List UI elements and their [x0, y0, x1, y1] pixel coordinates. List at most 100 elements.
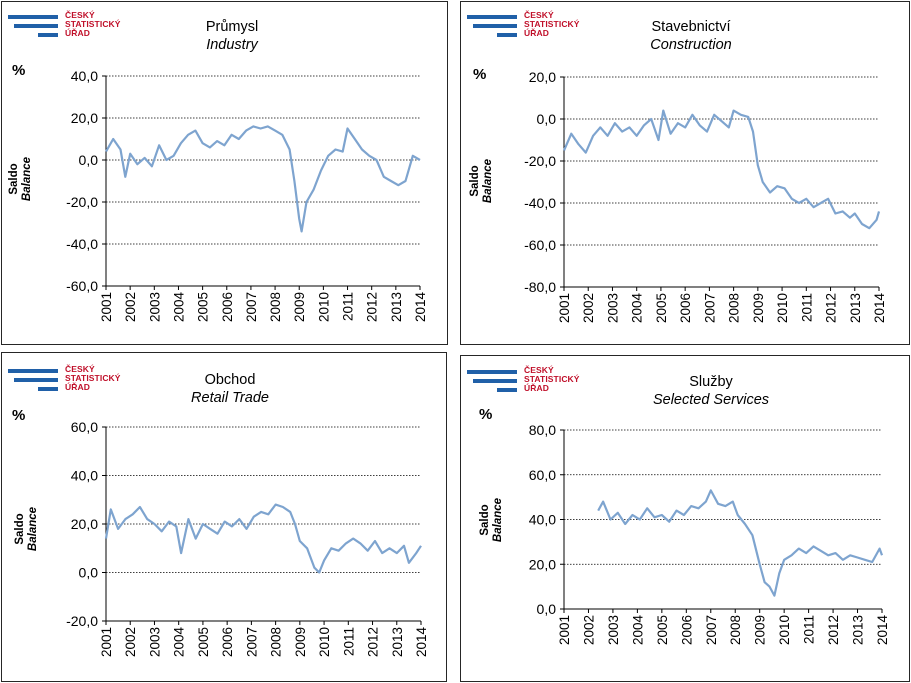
- chart-panel-services: ČESKÝ STATISTICKÝ ÚŘAD Služby Selected S…: [460, 355, 910, 682]
- chart-panel-retail: ČESKÝ STATISTICKÝ ÚŘAD Obchod Retail Tra…: [1, 352, 447, 682]
- chart-title-cz: Stavebnictví: [651, 19, 731, 35]
- x-tick-label: 2001: [99, 627, 114, 657]
- line-chart: -60,0 -40,0 -20,0 0,0 20,0 40,0 2001 2002 2003 20…: [66, 68, 428, 323]
- czso-logo: ČESKÝ STATISTICKÝ ÚŘAD: [467, 363, 607, 397]
- y-tick-label: -20,0: [524, 153, 556, 169]
- x-tick-label: 2006: [220, 627, 235, 657]
- y-tick-label: -20,0: [66, 613, 98, 629]
- x-tick-label: 2008: [727, 293, 742, 323]
- x-tick-label: 2012: [366, 627, 381, 657]
- logo-text-line1: ČESKÝ: [65, 364, 95, 374]
- logo-text-line3: ÚŘAD: [65, 382, 90, 392]
- unit-label: %: [479, 406, 493, 423]
- x-tick-label: 2010: [316, 292, 331, 322]
- x-tick-label: 2005: [196, 627, 211, 657]
- czso-logo: ČESKÝ STATISTICKÝ ÚŘAD: [467, 8, 607, 42]
- x-tick-label: 2001: [557, 615, 572, 645]
- unit-label: %: [12, 407, 26, 424]
- x-tick-label: 2011: [341, 627, 356, 656]
- y-tick-label: 40,0: [71, 468, 98, 484]
- x-tick-label: 2005: [196, 292, 211, 322]
- series-line: [105, 125, 421, 233]
- y-tick-label: 40,0: [71, 68, 98, 84]
- x-tick-label: 2006: [678, 293, 693, 323]
- x-tick-label: 2013: [390, 627, 405, 657]
- x-tick-label: 2013: [389, 292, 404, 322]
- x-tick-label: 2014: [413, 292, 428, 323]
- x-tick-label: 2009: [292, 292, 307, 322]
- y-tick-label: -60,0: [524, 237, 556, 253]
- logo-text-line1: ČESKÝ: [524, 10, 554, 20]
- y-tick-label: 60,0: [71, 419, 98, 435]
- logo-text-line3: ÚŘAD: [524, 383, 549, 393]
- unit-label: %: [12, 62, 26, 79]
- logo-text-line2: STATISTICKÝ: [65, 373, 121, 383]
- line-chart: -20,0 0,0 20,0 40,0 60,0 2001 2002 2003 2004 2005…: [66, 419, 429, 658]
- logo-text-line2: STATISTICKÝ: [524, 19, 580, 29]
- chart-title-en: Retail Trade: [191, 390, 269, 406]
- x-tick-label: 2004: [171, 292, 186, 323]
- line-chart: -80,0 -60,0 -40,0 -20,0 0,0 20,0 2001 2002 2003 2…: [524, 69, 887, 324]
- x-tick-label: 2010: [775, 293, 790, 323]
- chart-title-en: Selected Services: [652, 392, 770, 408]
- x-tick-label: 2003: [605, 293, 620, 323]
- chart-title: Obchod Retail Trade: [120, 371, 340, 407]
- y-tick-label: 20,0: [71, 110, 98, 126]
- x-tick-label: 2014: [414, 627, 429, 658]
- chart-panel-industry: ČESKÝ STATISTICKÝ ÚŘAD Průmysl Industry …: [1, 1, 448, 345]
- logo-text-line1: ČESKÝ: [65, 10, 95, 20]
- chart-title: Průmysl Industry: [122, 18, 342, 54]
- x-tick-label: 2010: [777, 615, 792, 645]
- y-tick-label: 80,0: [529, 422, 556, 438]
- y-tick-label: 0,0: [79, 565, 99, 581]
- logo-text-line1: ČESKÝ: [524, 365, 554, 375]
- x-tick-label: 2005: [655, 615, 670, 645]
- y-tick-label: -80,0: [524, 279, 556, 295]
- logo-text-line2: STATISTICKÝ: [524, 374, 580, 384]
- x-tick-label: 2004: [630, 615, 645, 646]
- y-tick-label: -40,0: [66, 236, 98, 252]
- logo-text-line2: STATISTICKÝ: [65, 19, 121, 29]
- y-tick-label: -20,0: [66, 194, 98, 210]
- x-tick-label: 2002: [123, 292, 138, 322]
- x-tick-label: 2006: [679, 615, 694, 645]
- chart-title-en: Construction: [650, 37, 732, 53]
- x-tick-label: 2004: [630, 293, 645, 324]
- x-tick-label: 2003: [147, 627, 162, 657]
- x-tick-label: 2007: [244, 292, 259, 322]
- czso-logo: ČESKÝ STATISTICKÝ ÚŘAD: [8, 362, 148, 396]
- y-tick-label: 0,0: [537, 111, 557, 127]
- x-tick-label: 2001: [557, 293, 572, 323]
- x-tick-label: 2014: [872, 293, 887, 324]
- y-tick-label: 20,0: [529, 69, 556, 85]
- x-tick-label: 2012: [365, 292, 380, 322]
- x-tick-label: 2002: [123, 627, 138, 657]
- x-tick-label: 2012: [826, 615, 841, 645]
- x-tick-label: 2009: [753, 615, 768, 645]
- chart-title-cz: Obchod: [204, 372, 256, 388]
- chart-title-cz: Služby: [689, 374, 733, 390]
- x-tick-label: 2004: [172, 627, 187, 658]
- x-tick-label: 2007: [702, 293, 717, 323]
- chart-panel-construction: ČESKÝ STATISTICKÝ ÚŘAD Stavebnictví Cons…: [460, 1, 910, 345]
- x-tick-label: 2008: [728, 615, 743, 645]
- x-tick-label: 2002: [581, 615, 596, 645]
- x-tick-label: 2008: [269, 627, 284, 657]
- series-line: [597, 489, 884, 597]
- x-tick-label: 2002: [581, 293, 596, 323]
- chart-title-en: Industry: [206, 37, 258, 53]
- logo-text-line3: ÚŘAD: [65, 28, 90, 38]
- line-chart: 0,0 20,0 40,0 60,0 80,0 2001 2002 2003 2004 2005 2…: [529, 422, 890, 646]
- x-tick-label: 2007: [704, 615, 719, 645]
- unit-label: %: [473, 66, 487, 83]
- x-tick-label: 2014: [875, 615, 890, 646]
- series-line: [104, 503, 422, 574]
- czso-logo: ČESKÝ STATISTICKÝ ÚŘAD: [8, 8, 148, 42]
- x-tick-label: 2010: [317, 627, 332, 657]
- x-tick-label: 2003: [606, 615, 621, 645]
- x-tick-label: 2003: [147, 292, 162, 322]
- x-tick-label: 2011: [341, 292, 356, 321]
- y-tick-label: 20,0: [71, 516, 98, 532]
- x-tick-label: 2001: [99, 292, 114, 322]
- x-tick-label: 2008: [268, 292, 283, 322]
